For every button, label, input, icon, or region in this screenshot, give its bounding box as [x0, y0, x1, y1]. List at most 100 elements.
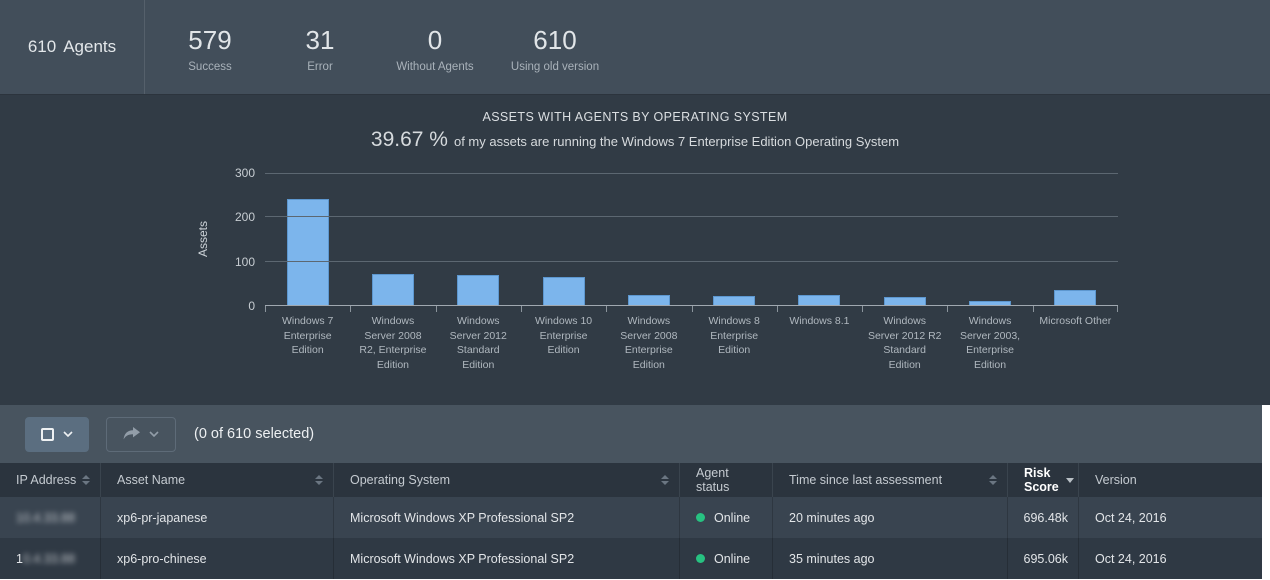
x-tick [691, 306, 693, 312]
stat-old-version: 610 Using old version [495, 21, 615, 72]
sort-icon[interactable] [315, 475, 323, 485]
column-header-operating-system[interactable]: Operating System [333, 463, 679, 497]
column-label: Risk Score [1024, 466, 1059, 494]
cell-asset-name: xp6-pro-chinese [100, 538, 333, 579]
cell-version: Oct 24, 2016 [1078, 538, 1262, 579]
status-label: Online [714, 551, 751, 566]
sort-icon[interactable] [989, 475, 997, 485]
column-header-version[interactable]: Version [1078, 463, 1262, 497]
agents-label: Agents [63, 37, 117, 56]
bar-6[interactable] [798, 295, 841, 306]
cell-ip-address: 1 0.4.33.88 [0, 538, 100, 579]
bar-category [1033, 173, 1118, 306]
gridline [265, 261, 1118, 262]
column-label: Version [1095, 473, 1137, 487]
bar-9[interactable] [1054, 290, 1097, 306]
x-axis-labels: Windows 7 Enterprise Edition Windows Serv… [265, 314, 1118, 373]
bar-8[interactable] [969, 301, 1012, 306]
bar-1[interactable] [371, 274, 414, 306]
column-header-risk-score[interactable]: Risk Score [1007, 463, 1078, 497]
bar-category [265, 173, 350, 306]
cell-time-since: 20 minutes ago [772, 497, 1007, 538]
column-header-asset-name[interactable]: Asset Name [100, 463, 333, 497]
y-axis-title: Assets [196, 221, 210, 258]
assets-panel: (0 of 610 selected) IP Address Asset Nam… [0, 405, 1262, 579]
gridline [265, 173, 1118, 174]
select-all-button[interactable] [25, 416, 89, 452]
column-label: Time since last assessment [789, 473, 943, 487]
x-axis-label: Windows 8 Enterprise Edition [708, 315, 760, 357]
bar-5[interactable] [713, 296, 756, 306]
cell-operating-system: Microsoft Windows XP Professional SP2 [333, 538, 679, 579]
stat-without-agents: 0 Without Agents [375, 21, 495, 72]
cell-operating-system: Microsoft Windows XP Professional SP2 [333, 497, 679, 538]
status-online-dot [696, 513, 705, 522]
column-header-time-since[interactable]: Time since last assessment [772, 463, 1007, 497]
bar-category [777, 173, 862, 306]
column-label: Operating System [350, 473, 451, 487]
column-header-ip-address[interactable]: IP Address [0, 463, 100, 497]
stat-success: 579 Success [155, 21, 265, 72]
bar-category [947, 173, 1032, 306]
bar-7[interactable] [883, 297, 926, 306]
cell-ip-address: 10.4.33.88 [0, 497, 100, 538]
bar-category [862, 173, 947, 306]
chart-subtitle-text: of my assets are running the Windows 7 E… [453, 134, 900, 149]
bar-2[interactable] [457, 275, 500, 306]
status-label: Online [714, 510, 751, 525]
x-axis-label: Windows 8.1 [789, 315, 850, 327]
bar-category [350, 173, 435, 306]
chevron-down-icon [63, 431, 73, 437]
sort-icon[interactable] [82, 475, 90, 485]
assets-table: IP Address Asset Name Operating System A… [0, 463, 1262, 579]
gridline [265, 216, 1118, 217]
stat-without-agents-value: 0 [427, 25, 443, 56]
table-row[interactable]: 1 0.4.33.88 xp6-pro-chinese Microsoft Wi… [0, 538, 1262, 579]
stat-without-agents-label: Without Agents [396, 60, 474, 73]
table-header: IP Address Asset Name Operating System A… [0, 463, 1262, 497]
y-tick-label: 200 [234, 210, 255, 224]
stat-error: 31 Error [265, 21, 375, 72]
ip-redacted: 0.4.33.88 [22, 551, 76, 566]
y-tick-label: 100 [234, 255, 255, 269]
checkbox-icon [41, 427, 54, 441]
agents-total: 610 Agents [0, 0, 145, 94]
column-header-agent-status[interactable]: Agent status [679, 463, 772, 497]
bar-category [606, 173, 691, 306]
x-axis-label: Windows Server 2003, Enterprise Edition [959, 315, 1021, 372]
x-axis-label: Windows 7 Enterprise Edition [281, 315, 334, 357]
x-tick [265, 306, 266, 312]
sort-icon[interactable] [661, 475, 669, 485]
cell-time-since: 35 minutes ago [772, 538, 1007, 579]
status-online-dot [696, 554, 705, 563]
bar-4[interactable] [627, 295, 670, 306]
sorted-desc-icon [1065, 477, 1074, 483]
x-tick [1117, 306, 1118, 312]
x-tick [862, 306, 864, 312]
x-tick [606, 306, 608, 312]
cell-risk-score: 696.48k [1007, 497, 1078, 538]
stat-success-value: 579 [188, 25, 232, 56]
x-tick [435, 306, 437, 312]
table-row[interactable]: 10.4.33.88 xp6-pr-japanese Microsoft Win… [0, 497, 1262, 538]
x-axis-label: Windows Server 2008 R2, Enterprise Editi… [359, 315, 427, 372]
stat-old-version-value: 610 [533, 25, 577, 56]
cell-risk-score: 695.06k [1007, 538, 1078, 579]
agents-count: 610 [27, 37, 57, 56]
stat-error-value: 31 [305, 25, 335, 56]
cell-agent-status: Online [679, 538, 772, 579]
x-axis-label: Windows Server 2008 Enterprise Edition [620, 315, 678, 372]
table-toolbar: (0 of 610 selected) [0, 405, 1262, 463]
x-tick [350, 306, 352, 312]
bar-3[interactable] [542, 277, 585, 306]
x-axis-line [265, 305, 1118, 306]
share-button[interactable] [106, 416, 176, 452]
x-axis-label: Windows Server 2012 Standard Edition [449, 315, 507, 372]
os-chart-panel: ASSETS WITH AGENTS BY OPERATING SYSTEM 3… [0, 95, 1270, 405]
bar-category [436, 173, 521, 306]
x-axis-label: Windows 10 Enterprise Edition [534, 315, 593, 357]
agents-summary-bar: 610 Agents 579 Success 31 Error 0 Withou… [0, 0, 1270, 95]
cell-version: Oct 24, 2016 [1078, 497, 1262, 538]
agent-stats: 579 Success 31 Error 0 Without Agents 61… [145, 0, 615, 94]
y-tick-label: 300 [234, 166, 255, 180]
